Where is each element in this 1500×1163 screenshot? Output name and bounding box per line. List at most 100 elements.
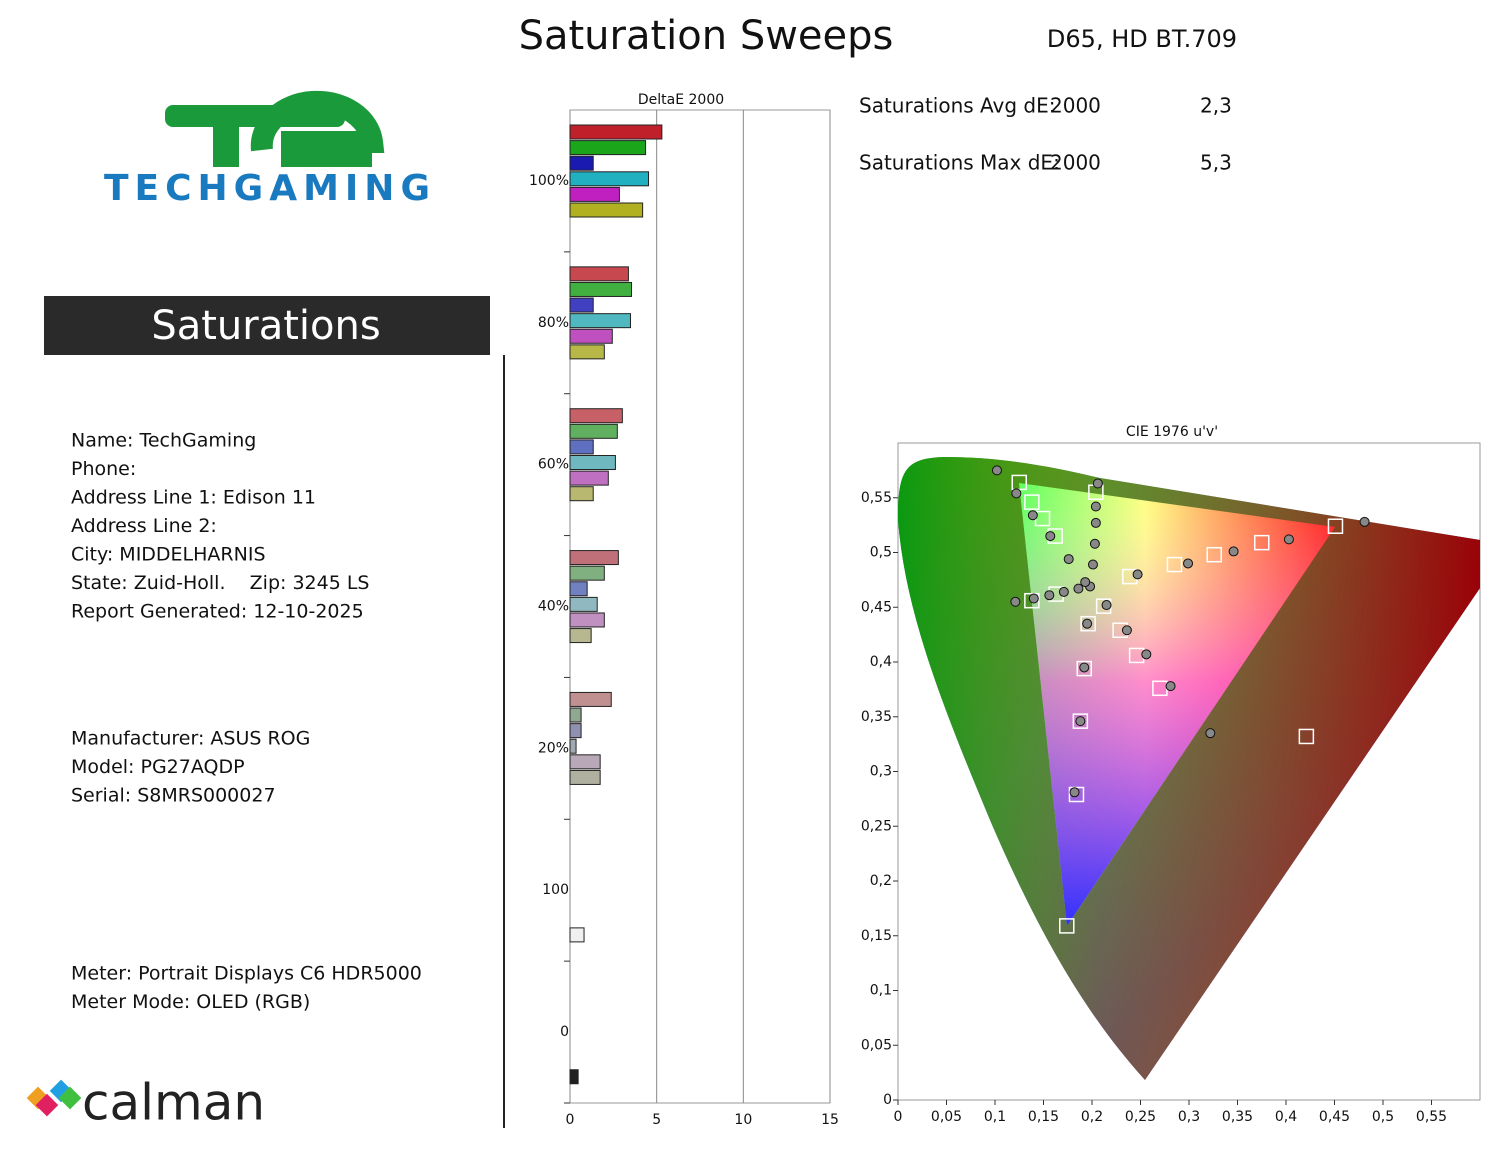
measured-point: [1058, 586, 1069, 597]
measured-point: [1027, 510, 1038, 521]
stat-standard: 2000: [1050, 151, 1101, 175]
title: Saturation Sweeps: [519, 13, 894, 59]
x-tick-label: 0,45: [1319, 1109, 1350, 1125]
stat-label: Saturations Avg dE:: [859, 94, 1056, 118]
info-line: Model: PG27AQDP: [71, 756, 245, 778]
measured-point: [991, 465, 1002, 476]
measured-point: [1069, 787, 1080, 798]
y-tick-label: 0,4: [870, 654, 892, 670]
bar: [569, 344, 605, 360]
x-tick-label: 0,35: [1222, 1109, 1253, 1125]
bar: [569, 266, 629, 282]
calman-wordmark: calman: [82, 1074, 265, 1132]
bar-chart: 0 5 10 15 100% 80% 60% 40% 20% 100 0: [529, 110, 839, 1128]
y-tick-label: 80%: [538, 315, 569, 331]
info-line: Report Generated: 12-10-2025: [71, 601, 364, 623]
bar: [569, 171, 650, 187]
y-tick-label: 60%: [538, 457, 569, 473]
y-tick-label: 0,5: [870, 545, 892, 561]
stat-label: Saturations Max dE:: [859, 151, 1060, 175]
measured-point: [1011, 488, 1022, 499]
bar: [569, 186, 620, 202]
measured-point: [1075, 716, 1086, 727]
measured-point: [1063, 554, 1074, 565]
measured-point: [1028, 593, 1039, 604]
target-point: [1076, 660, 1092, 677]
bar: [569, 723, 582, 739]
measured-point: [1087, 559, 1098, 570]
measured-point: [1183, 558, 1194, 569]
section-title: Saturations: [151, 303, 380, 349]
info: Name: TechGaming Phone: Address Line 1: Ed…: [71, 430, 422, 1014]
target-point: [1254, 534, 1270, 551]
measured-point: [1045, 531, 1056, 542]
measured-point: [1141, 649, 1152, 660]
target-point: [1327, 518, 1344, 534]
measured-point: [1205, 728, 1216, 739]
y-tick-label: 0,45: [861, 599, 892, 615]
x-tick-label: 0: [894, 1109, 903, 1125]
measured-point: [1092, 478, 1103, 489]
info-line: State: Zuid-Holl. Zip: 3245 LS: [71, 572, 370, 594]
measured-point: [1228, 546, 1239, 557]
x-tick-label: 0,3: [1178, 1109, 1200, 1125]
x-tick-label: 0,2: [1081, 1109, 1103, 1125]
calman-logo: calman: [26, 1074, 265, 1132]
bar: [569, 328, 613, 344]
x-tick-label: 0,1: [984, 1109, 1006, 1125]
bar: [569, 455, 616, 471]
section-header: [44, 296, 490, 355]
bar: [569, 155, 594, 171]
measured-point: [1132, 569, 1143, 580]
stat-value: 2,3: [1200, 94, 1232, 118]
bar: [569, 1069, 579, 1085]
info-line: Manufacturer: ASUS ROG: [71, 728, 310, 750]
measured-point: [1359, 516, 1370, 527]
target-point: [1166, 556, 1183, 573]
subtitle: D65, HD BT.709: [1047, 25, 1237, 53]
x-tick-label: 10: [734, 1112, 752, 1128]
bar-chart-title: DeltaE 2000: [638, 92, 724, 108]
x-tick-label: 5: [652, 1112, 661, 1128]
info-line: City: MIDDELHARNIS: [71, 544, 266, 566]
bar: [569, 550, 619, 566]
bar: [569, 581, 588, 597]
info-line: Meter: Portrait Displays C6 HDR5000: [71, 963, 422, 985]
bar: [569, 486, 594, 502]
x-tick-label: 0,5: [1372, 1109, 1394, 1125]
y-tick-label: 0: [560, 1024, 569, 1040]
y-tick-label: 0,3: [870, 764, 892, 780]
y-tick-label: 0,35: [861, 709, 892, 725]
measured-point: [1044, 590, 1055, 601]
bar: [569, 927, 585, 943]
target-point: [1024, 494, 1040, 510]
x-tick-label: 0,25: [1125, 1109, 1156, 1125]
measured-point: [1283, 534, 1294, 545]
bar: [569, 754, 601, 770]
y-tick-label: 100%: [529, 173, 569, 189]
bar: [569, 140, 647, 156]
bar-plot-area: [569, 109, 831, 1104]
info-line: Address Line 1: Edison 11: [71, 487, 316, 509]
target-point: [1059, 918, 1075, 934]
bar: [569, 769, 601, 785]
bar: [569, 313, 631, 329]
info-line: Serial: S8MRS000027: [71, 785, 276, 807]
bar: [569, 612, 605, 628]
stat-standard: 2000: [1050, 94, 1101, 118]
y-tick-label: 0,25: [861, 818, 892, 834]
y-tick-label: 20%: [538, 740, 569, 756]
y-tick-label: 0,05: [861, 1037, 892, 1053]
bar: [569, 565, 605, 581]
bar: [569, 124, 663, 140]
measured-point: [1010, 596, 1021, 607]
measured-point: [1090, 517, 1101, 528]
bar: [569, 408, 623, 424]
target-point: [1080, 615, 1096, 632]
gamut: [898, 457, 1480, 1080]
target-point: [1024, 592, 1040, 609]
bar: [569, 281, 633, 297]
stat-value: 5,3: [1200, 151, 1232, 175]
target-point: [1206, 546, 1222, 563]
